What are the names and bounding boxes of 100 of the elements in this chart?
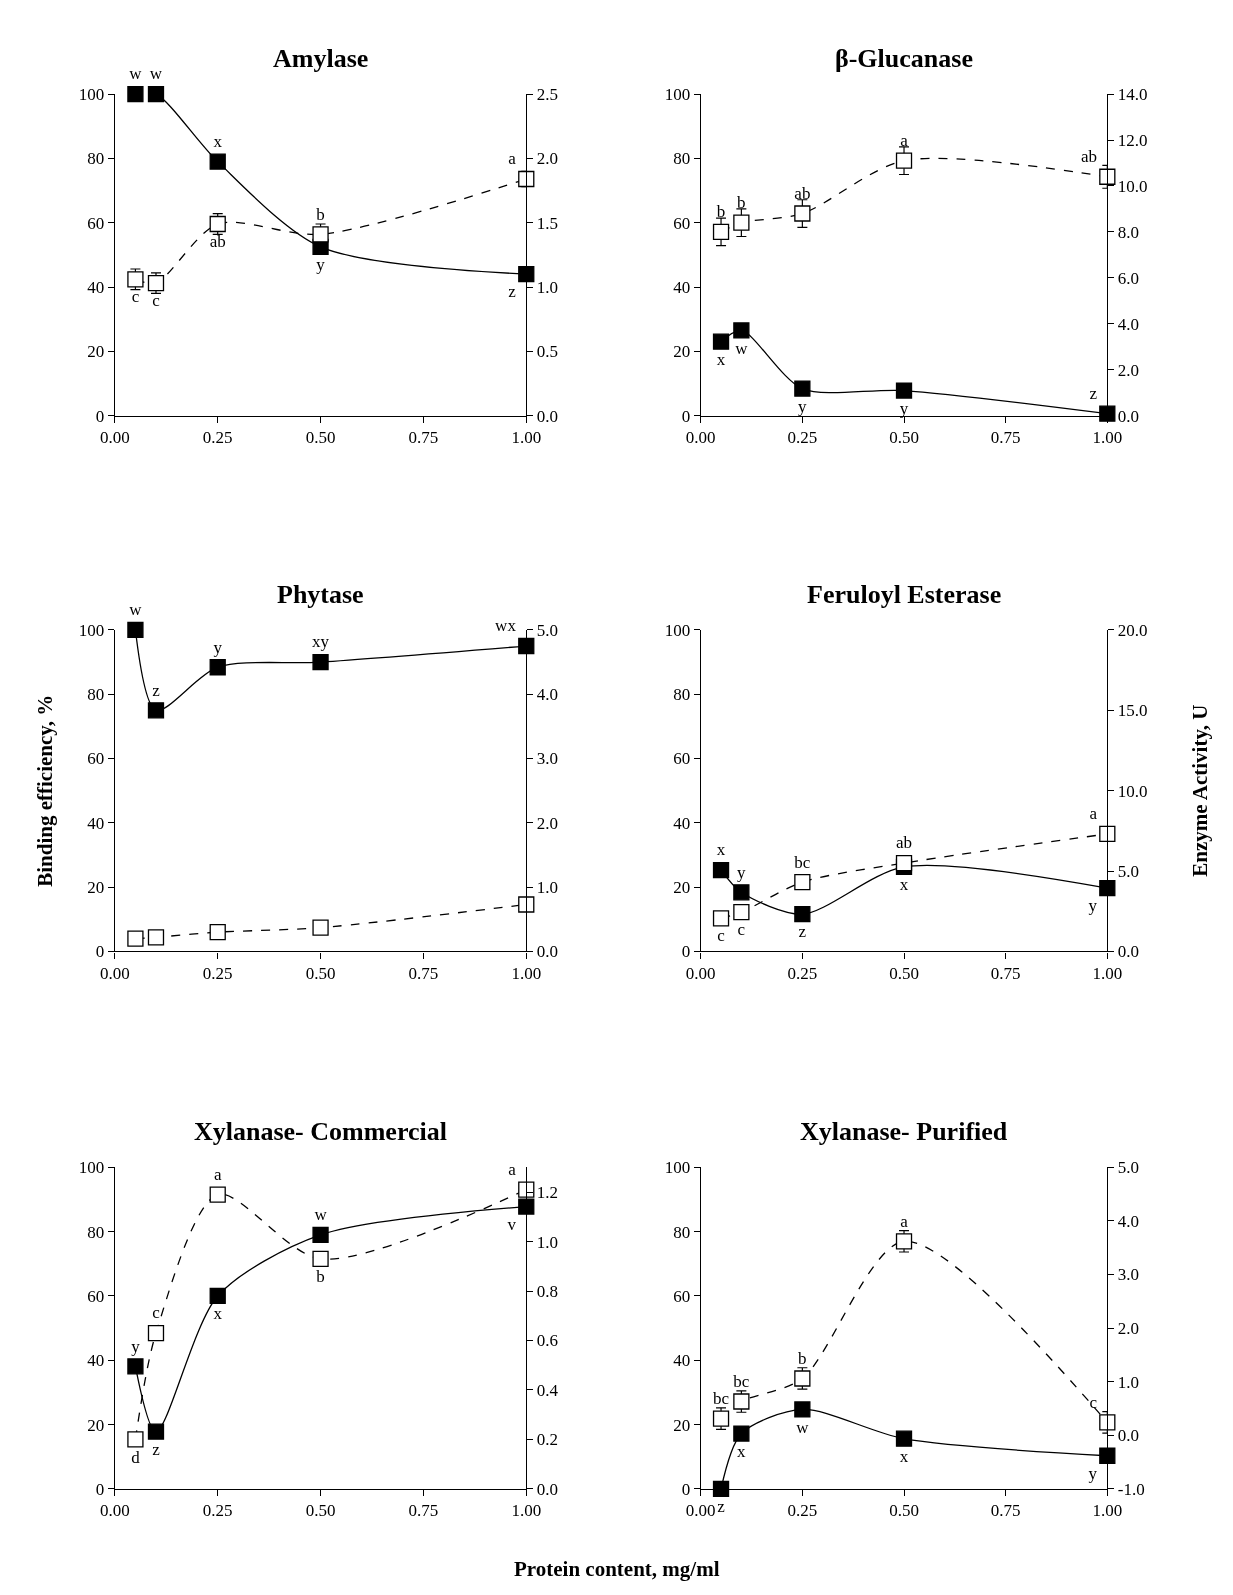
data-label: z xyxy=(152,680,161,700)
data-label: y xyxy=(213,637,223,657)
point xyxy=(712,1480,730,1498)
chart-title: β-Glucanase xyxy=(835,44,973,73)
point xyxy=(209,659,226,676)
y-tick-label: 60 xyxy=(673,749,691,769)
chart-title: Feruloyl Esterase xyxy=(807,580,1002,609)
y-tick-label: 0 xyxy=(681,406,691,426)
y-tick-label: 0 xyxy=(681,942,691,962)
y-tick-label: 60 xyxy=(87,213,105,233)
point xyxy=(147,85,165,103)
y2-tick-label: 1.0 xyxy=(536,878,559,898)
point xyxy=(518,170,535,188)
y-tick-label: 0 xyxy=(95,942,105,962)
x-tick-label: 0.00 xyxy=(99,963,130,983)
point xyxy=(209,153,226,170)
y2-tick-label: 10.0 xyxy=(1117,781,1148,801)
y-tick-label: 0 xyxy=(95,406,105,426)
point xyxy=(733,1425,750,1442)
chart-title: Phytase xyxy=(277,580,364,609)
x-tick-label: 0.25 xyxy=(202,428,233,448)
y2-tick-label: 10.0 xyxy=(1117,176,1148,196)
point xyxy=(147,702,165,719)
y-tick-label: 60 xyxy=(87,749,105,769)
data-label: x xyxy=(213,1304,223,1324)
data-label: y xyxy=(737,862,747,882)
x-tick-label: 0.00 xyxy=(99,428,130,448)
x-tick-label: 1.00 xyxy=(511,963,542,983)
data-label: w xyxy=(129,600,143,620)
data-label: ab xyxy=(794,183,811,203)
y-tick-label: 100 xyxy=(664,620,691,640)
data-label: c xyxy=(131,287,140,307)
data-label: y xyxy=(798,396,808,416)
point xyxy=(312,1250,329,1268)
data-label: a xyxy=(900,1211,909,1231)
data-label: x xyxy=(737,1441,747,1461)
y-tick-label: 20 xyxy=(673,878,691,898)
x-tick-label: 0.00 xyxy=(99,1501,130,1521)
y-tick-label: 60 xyxy=(87,1286,105,1306)
y2-tick-label: 15.0 xyxy=(1117,701,1148,721)
x-tick-label: 1.00 xyxy=(1092,428,1123,448)
data-label: y xyxy=(131,1336,141,1356)
point xyxy=(733,884,750,901)
y-tick-label: 0 xyxy=(95,1479,105,1499)
x-tick-label: 1.00 xyxy=(1092,963,1123,983)
point xyxy=(733,322,750,339)
y-tick-label: 40 xyxy=(87,813,105,833)
point xyxy=(895,152,913,169)
point xyxy=(794,1401,811,1418)
x-tick-label: 0.00 xyxy=(685,963,716,983)
y2-tick-label: 2.0 xyxy=(536,813,559,833)
y2-tick-label: 4.0 xyxy=(536,685,559,705)
y2-tick-label: 0.0 xyxy=(536,1479,559,1499)
x-tick-label: 0.75 xyxy=(990,1501,1021,1521)
data-label: ab xyxy=(209,232,226,252)
data-label: z xyxy=(798,922,807,942)
data-label: b xyxy=(798,1348,807,1368)
y-tick-label: 20 xyxy=(673,1415,691,1435)
data-label: c xyxy=(737,920,746,940)
data-label: a xyxy=(508,149,517,169)
data-label: w xyxy=(796,1417,810,1437)
x-tick-label: 1.00 xyxy=(511,1501,542,1521)
data-label: c xyxy=(152,291,161,311)
y2-axis-title: Enzyme Activity, U xyxy=(1188,704,1213,877)
data-label: ab xyxy=(1080,147,1097,167)
data-label: bc xyxy=(794,852,811,872)
data-label: c xyxy=(1089,1392,1098,1412)
data-label: wx xyxy=(495,616,517,636)
x-axis-title: Protein content, mg/ml xyxy=(514,1557,720,1581)
y2-tick-label: 1.2 xyxy=(536,1183,559,1203)
x-tick-label: 1.00 xyxy=(1092,1501,1123,1521)
x-tick-label: 0.75 xyxy=(408,428,439,448)
data-label: x xyxy=(716,840,726,860)
point xyxy=(1099,168,1116,185)
y2-tick-label: -1.0 xyxy=(1117,1479,1145,1499)
y-tick-label: 100 xyxy=(664,1158,691,1178)
y-tick-label: 100 xyxy=(78,85,105,105)
x-tick-label: 0.25 xyxy=(787,1501,818,1521)
y2-tick-label: 8.0 xyxy=(1117,222,1140,242)
y-tick-label: 20 xyxy=(87,1415,105,1435)
chart-title: Amylase xyxy=(273,44,369,73)
data-label: z xyxy=(1089,384,1098,404)
y-tick-label: 80 xyxy=(87,149,105,169)
data-label: y xyxy=(316,254,326,274)
y-tick-label: 40 xyxy=(673,277,691,297)
y-tick-label: 40 xyxy=(673,1351,691,1371)
y2-tick-label: 4.0 xyxy=(1117,1211,1140,1231)
x-tick-label: 0.75 xyxy=(408,1501,439,1521)
y2-tick-label: 0.0 xyxy=(1117,1426,1140,1446)
y2-tick-label: 0.4 xyxy=(536,1380,559,1400)
y-tick-label: 20 xyxy=(87,878,105,898)
data-label: y xyxy=(899,398,909,418)
y-tick-label: 100 xyxy=(78,1158,105,1178)
y2-tick-label: 3.0 xyxy=(536,749,559,769)
data-label: a xyxy=(1089,804,1098,824)
data-label: x xyxy=(899,875,909,895)
y2-tick-label: 4.0 xyxy=(1117,314,1140,334)
x-tick-label: 0.50 xyxy=(305,1501,336,1521)
y2-tick-label: 5.0 xyxy=(536,620,559,640)
point xyxy=(794,205,811,222)
